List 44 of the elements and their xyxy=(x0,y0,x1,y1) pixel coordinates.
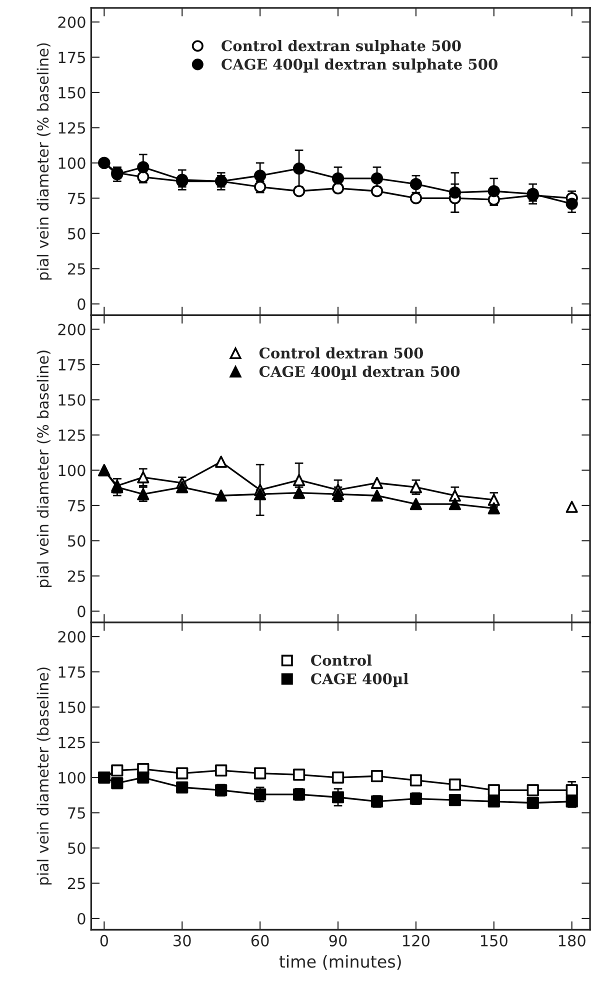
y-tick-label: 25 xyxy=(68,263,85,275)
y-tick-label: 175 xyxy=(58,666,85,678)
y-tick-label: 150 xyxy=(58,86,86,98)
legend-label: CAGE 400µl xyxy=(311,673,408,688)
y-tick-label: 75 xyxy=(68,500,85,512)
y-tick-label: 25 xyxy=(68,878,85,890)
y-tick-label: 0 xyxy=(78,606,86,618)
y-tick-label: 25 xyxy=(68,570,85,582)
legend-label: Control xyxy=(311,654,372,666)
y-tick-label: 150 xyxy=(58,702,86,714)
y-axis-title: pial vein diameter (% baseline) xyxy=(36,43,52,280)
y-axis-title: pial vein diameter (% baseline) xyxy=(36,350,52,587)
x-tick-label: 120 xyxy=(403,934,430,946)
x-tick-label: 150 xyxy=(481,934,508,946)
y-tick-label: 0 xyxy=(78,298,86,310)
y-tick-label: 100 xyxy=(58,464,86,476)
legend-label: CAGE 400µl dextran 500 xyxy=(259,366,460,380)
y-tick-label: 125 xyxy=(58,429,85,442)
y-tick-label: 200 xyxy=(58,16,86,28)
x-axis-title: time (minutes) xyxy=(279,954,401,970)
y-tick-label: 50 xyxy=(68,842,86,854)
y-tick-label: 100 xyxy=(58,157,86,169)
y-tick-label: 100 xyxy=(58,772,86,784)
x-tick-label: 30 xyxy=(174,934,191,946)
y-tick-label: 150 xyxy=(58,394,86,406)
y-tick-label: 175 xyxy=(58,359,85,371)
y-tick-label: 125 xyxy=(58,122,85,134)
y-tick-label: 200 xyxy=(58,324,86,336)
y-tick-label: 200 xyxy=(58,631,86,643)
legend-label: Control dextran 500 xyxy=(259,347,424,359)
y-tick-label: 50 xyxy=(68,228,86,240)
y-tick-label: 75 xyxy=(68,807,85,819)
y-tick-label: 125 xyxy=(58,736,85,748)
y-tick-label: 0 xyxy=(78,912,86,924)
legend-label: CAGE 400µl dextran sulphate 500 xyxy=(222,58,498,73)
y-axis-title: pial vein diameter (baseline) xyxy=(36,668,52,885)
legend-label: Control dextran sulphate 500 xyxy=(222,40,461,54)
x-tick-label: 0 xyxy=(100,934,108,946)
y-tick-label: 50 xyxy=(68,535,86,547)
x-tick-label: 180 xyxy=(558,934,586,946)
x-tick-label: 60 xyxy=(251,934,269,946)
y-tick-label: 175 xyxy=(58,52,85,64)
y-tick-label: 75 xyxy=(68,192,85,204)
x-tick-label: 90 xyxy=(329,934,347,946)
